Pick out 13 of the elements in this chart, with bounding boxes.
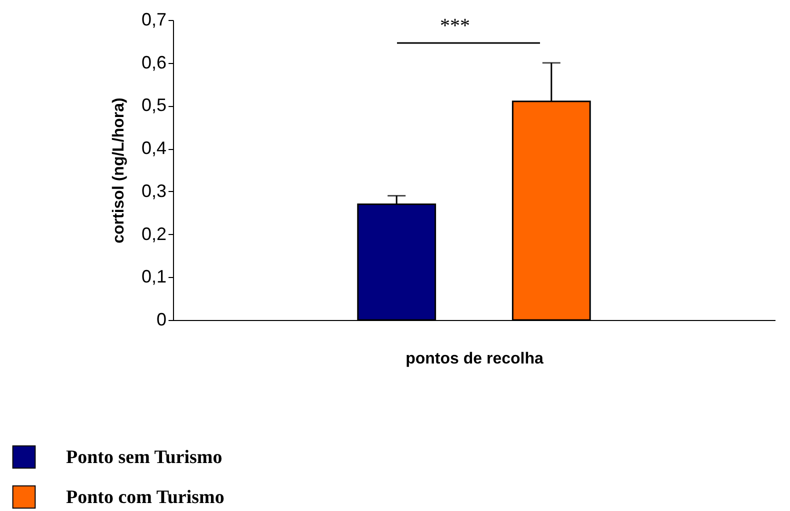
- x-axis-title: pontos de recolha: [406, 350, 544, 368]
- y-tick-label: 0,4: [141, 138, 166, 158]
- y-axis-title: cortisol (ng/L/hora): [110, 98, 128, 244]
- legend-label: Ponto com Turismo: [66, 487, 224, 508]
- y-tick-label: 0,7: [141, 10, 166, 30]
- y-tick-label: 0,6: [141, 52, 166, 72]
- y-tick-label: 0,5: [141, 95, 166, 116]
- y-tick-label: 0: [156, 310, 166, 330]
- annotation: ***: [440, 15, 470, 37]
- y-tick-label: 0,1: [141, 266, 166, 287]
- y-tick-label: 0,2: [141, 224, 166, 244]
- y-tick-label: 0,3: [141, 180, 166, 201]
- legend-label: Ponto sem Turismo: [66, 447, 222, 468]
